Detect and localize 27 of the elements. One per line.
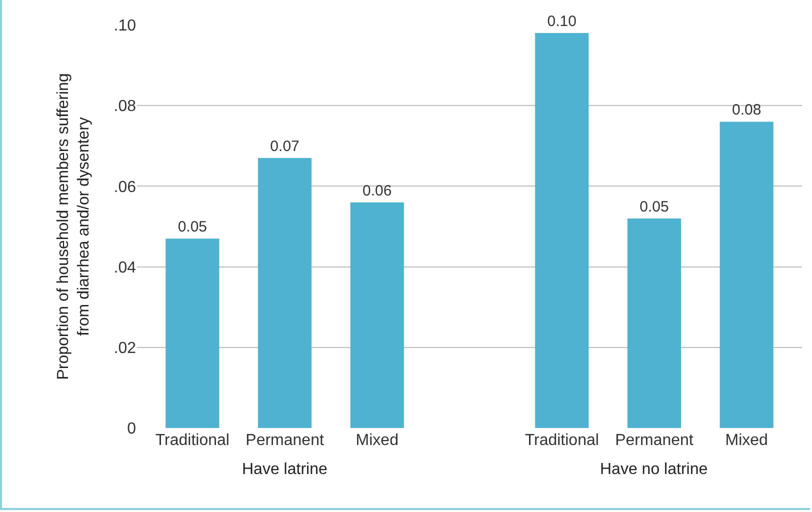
x-tick-label: Traditional	[155, 432, 230, 449]
bar	[720, 122, 774, 428]
data-label: 0.07	[270, 138, 300, 155]
y-tick-label: .10	[114, 18, 136, 35]
data-label: 0.10	[547, 13, 576, 30]
data-label: 0.05	[640, 198, 669, 216]
x-tick-label: Mixed	[356, 432, 398, 449]
data-label: 0.06	[362, 182, 392, 200]
x-tick-label: Permanent	[246, 432, 324, 449]
x-tick-label: Mixed	[725, 432, 768, 449]
x-tick-label: Permanent	[615, 432, 694, 449]
text: Have no latrine	[600, 461, 708, 478]
bar	[535, 33, 589, 428]
y-tick-label: 0	[127, 420, 136, 438]
y-axis-title: Proportion of household members suffering from diarrhea and/or dysentery	[54, 73, 93, 380]
y-tick-label: .08	[114, 98, 136, 116]
y-tick-label: .04	[114, 259, 136, 276]
bar	[166, 238, 220, 428]
y-tick-label: .06	[114, 178, 136, 196]
data-label: 0.05	[178, 218, 208, 236]
data-label: 0.08	[732, 102, 762, 119]
bar	[258, 158, 312, 428]
text: Have latrine	[242, 461, 328, 478]
x-tick-label: Traditional	[524, 432, 599, 449]
y-tick-label: .02	[114, 340, 136, 357]
bar	[350, 202, 404, 428]
bar	[627, 218, 682, 428]
